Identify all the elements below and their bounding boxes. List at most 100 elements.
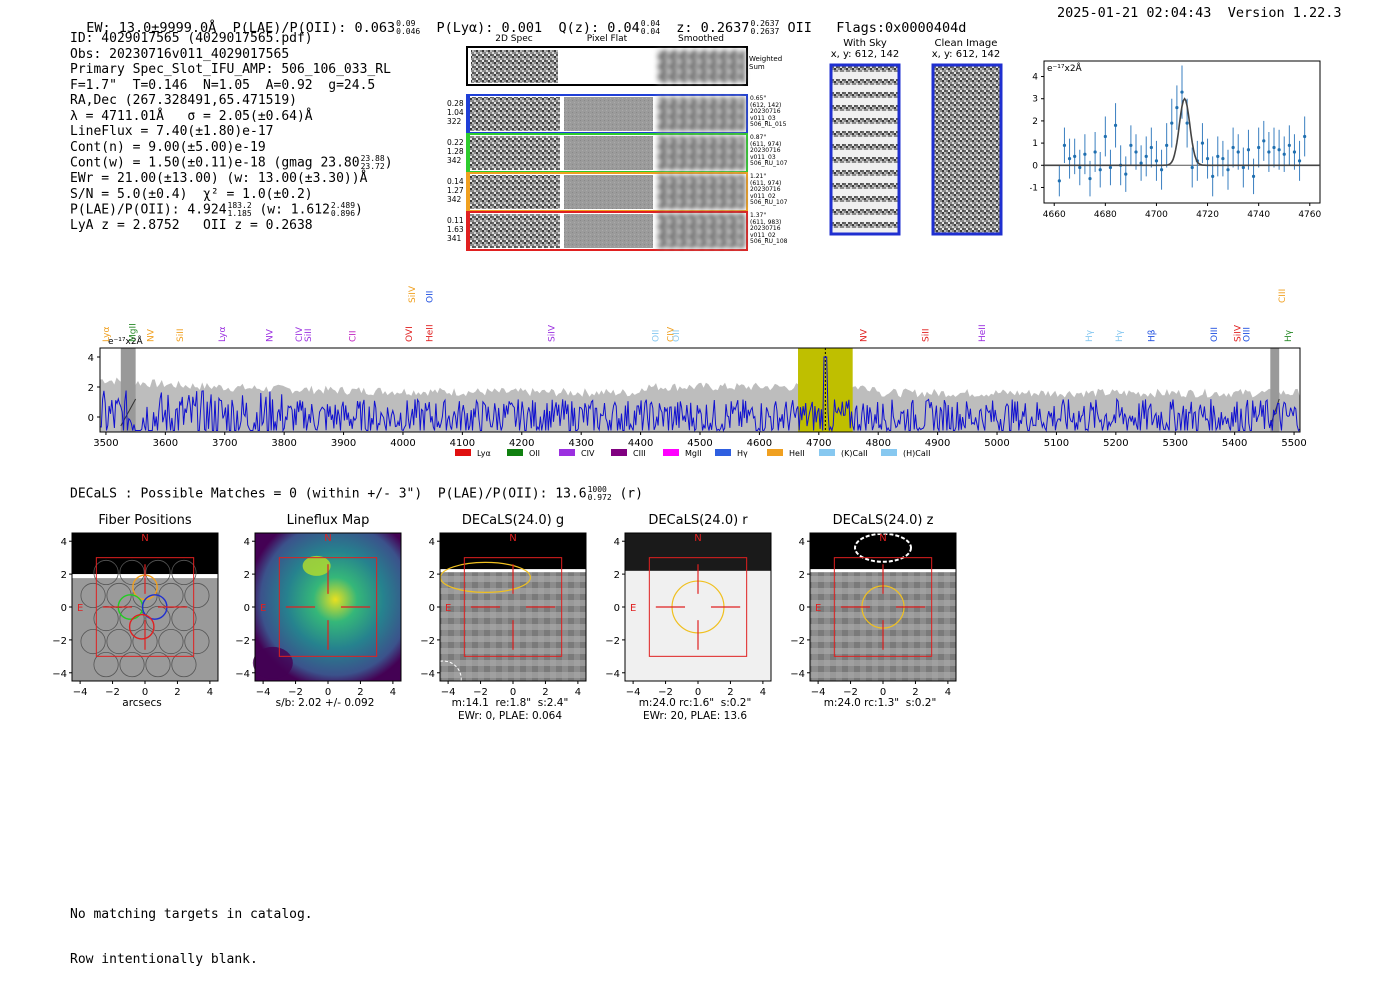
z-label: z: bbox=[676, 20, 701, 36]
info-id: ID: 4029017565 (4029017565.pdf) bbox=[70, 31, 313, 46]
zoom-data-point bbox=[1180, 90, 1184, 94]
full-line-label: MgII bbox=[129, 323, 139, 342]
full-line-label: NV bbox=[146, 328, 156, 342]
panel-y-tick-label: 4 bbox=[614, 537, 620, 548]
ew-value: 13.0±9999.0Å bbox=[118, 20, 217, 36]
full-y-tick-label: 2 bbox=[88, 383, 94, 394]
full-line-label: Hγ bbox=[1115, 329, 1125, 342]
fiber-smoothed bbox=[657, 175, 745, 209]
z-lo: 0.2637 bbox=[750, 27, 780, 36]
zoom-data-point bbox=[1108, 165, 1113, 170]
zoom-data-point bbox=[1098, 168, 1102, 172]
full-y-tick-label: 0 bbox=[88, 413, 94, 424]
full-x-tick-label: 3500 bbox=[93, 438, 118, 449]
fiber-circle bbox=[93, 651, 119, 678]
panel-y-tick-label: 2 bbox=[61, 570, 67, 581]
fiber-row-left-label: 0.22 1.28 342 bbox=[447, 138, 464, 165]
zoom-data-point bbox=[1159, 168, 1164, 172]
contw-lo: 23.72 bbox=[360, 162, 385, 171]
fiber-pixelflat bbox=[564, 136, 653, 170]
full-line-label: OII bbox=[426, 291, 436, 303]
full-line-label: SiIV bbox=[1234, 324, 1244, 342]
legend-label: OII bbox=[529, 449, 540, 458]
info-fta: F=1.7" T=0.146 N=1.05 A=0.92 g=24.5 bbox=[70, 77, 376, 93]
zoom-data-point bbox=[1170, 121, 1174, 125]
info-primary: Primary Spec_Slot_IFU_AMP: 506_106_033_R… bbox=[70, 62, 391, 77]
info-lineflux: LineFlux = 7.40(±1.80)e-17 bbox=[70, 124, 274, 139]
plae-label: P(LAE)/P(OII): bbox=[232, 20, 355, 36]
with-sky-image bbox=[829, 63, 901, 236]
plae2-end: ) bbox=[355, 202, 363, 218]
north-label: N bbox=[509, 533, 516, 544]
fiber-pixelflat bbox=[564, 175, 653, 209]
zoom-x-tick-label: 4660 bbox=[1043, 210, 1066, 220]
east-label: E bbox=[77, 603, 83, 614]
footer-line1: No matching targets in catalog. bbox=[70, 907, 313, 922]
legend-swatch bbox=[663, 449, 679, 456]
info-lya-oii: LyA z = 2.8752 OII z = 0.2638 bbox=[70, 218, 313, 233]
zoom-data-point bbox=[1088, 176, 1092, 181]
full-y-units-label: e⁻¹⁷x2Å bbox=[108, 335, 144, 347]
fiber-smoothed bbox=[657, 214, 745, 248]
zoom-data-point bbox=[1067, 157, 1072, 161]
full-x-tick-label: 4200 bbox=[509, 438, 534, 449]
panel-x-tick-label: 4 bbox=[207, 687, 213, 698]
panel-title: Lineflux Map bbox=[286, 513, 370, 528]
zoom-data-point bbox=[1057, 179, 1061, 183]
qz-lo: 0.04 bbox=[640, 27, 661, 36]
panel-x-tick-label: 0 bbox=[325, 687, 331, 698]
panel-y-tick-label: −4 bbox=[790, 669, 805, 680]
flags: Flags:0x0000404d bbox=[836, 20, 967, 36]
fiber-2dspec bbox=[470, 175, 560, 209]
zoom-data-point bbox=[1078, 165, 1082, 170]
panel-x-tick-label: −4 bbox=[73, 687, 88, 698]
info-obs: Obs: 20230716v011_4029017565 bbox=[70, 46, 290, 62]
panel-y-tick-label: 0 bbox=[244, 603, 250, 614]
fiber-circle bbox=[119, 651, 145, 678]
panel-x-tick-label: 0 bbox=[142, 687, 148, 698]
zoom-data-point bbox=[1251, 174, 1256, 178]
clean-image-title-block: Clean Image x, y: 612, 142 bbox=[921, 38, 1011, 60]
zoom-data-point bbox=[1093, 150, 1097, 154]
decals-band: (r) bbox=[619, 486, 643, 502]
full-line-label: CII bbox=[348, 330, 358, 342]
ew-label: EW: bbox=[86, 20, 119, 36]
full-line-label: SiIV bbox=[408, 285, 418, 303]
fiber-circle bbox=[106, 628, 132, 655]
panel-x-tick-label: −2 bbox=[843, 687, 858, 698]
panel-x-tick-label: −4 bbox=[256, 687, 271, 698]
fiber-circle bbox=[184, 628, 210, 655]
info-ewr: EWr = 21.00(±13.00) (w: 13.00(±3.30))Å bbox=[70, 171, 368, 186]
decals-dashed-arc bbox=[439, 660, 462, 682]
contw-hi: 23.88 bbox=[360, 154, 385, 163]
full-line-label: Hβ bbox=[1147, 329, 1157, 342]
full-x-tick-label: 4500 bbox=[687, 438, 712, 449]
legend-swatch bbox=[715, 449, 731, 456]
fiber-circle-red bbox=[128, 613, 155, 640]
full-line-label: NV bbox=[265, 328, 275, 342]
panel-y-tick-label: −4 bbox=[605, 669, 620, 680]
panel-image-2: N E −4 4 −2 2 0 0 2 −2 4 −4 bbox=[235, 532, 402, 698]
plya-value: 0.001 bbox=[501, 20, 543, 36]
col-title-2dspec: 2D Spec bbox=[495, 34, 533, 44]
fiber-circle bbox=[145, 559, 171, 586]
full-x-tick-label: 4300 bbox=[568, 438, 593, 449]
search-box bbox=[95, 557, 195, 657]
full-line-label: SiII bbox=[304, 328, 314, 342]
panel-caption: m:24.0 rc:1.3" s:0.2" bbox=[823, 697, 937, 709]
full-x-tick-label: 4800 bbox=[865, 438, 890, 449]
full-x-tick-label: 5200 bbox=[1103, 438, 1128, 449]
panel-y-tick-label: 2 bbox=[614, 570, 620, 581]
fiber-circle bbox=[80, 628, 106, 655]
panel-x-tick-label: 0 bbox=[880, 687, 886, 698]
full-line-label: Lyα bbox=[102, 326, 112, 342]
full-line-label: SiII bbox=[922, 328, 932, 342]
zoom-data-point bbox=[1303, 134, 1307, 139]
panel-caption-2: EWr: 20, PLAE: 13.6 bbox=[642, 710, 748, 722]
zoom-y-tick-label: 2 bbox=[1032, 117, 1038, 127]
legend-label: CIII bbox=[633, 449, 646, 458]
full-line-label: HeII bbox=[978, 324, 988, 342]
zoom-data-point bbox=[1139, 161, 1143, 165]
full-line-label: Lyα bbox=[218, 326, 228, 342]
full-x-tick-label: 4700 bbox=[806, 438, 831, 449]
